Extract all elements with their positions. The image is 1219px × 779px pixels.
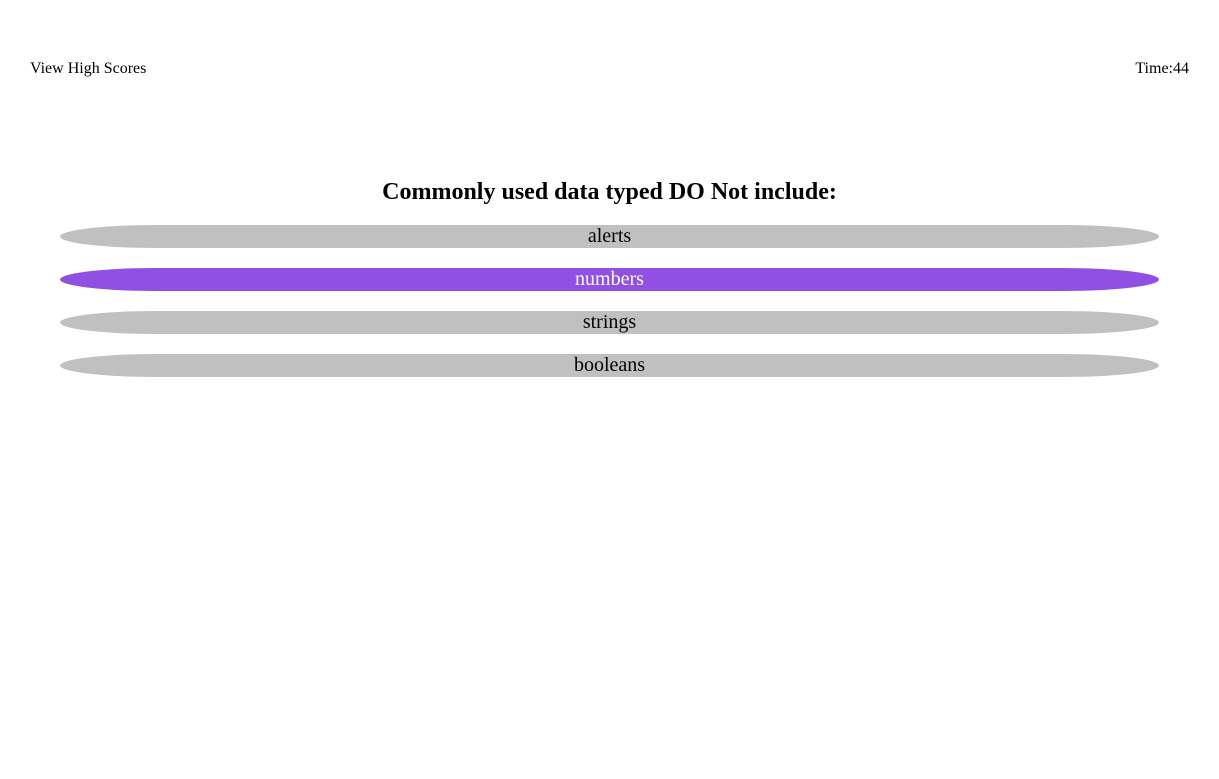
quiz-card: Commonly used data typed DO Not include:… [60,176,1159,377]
timer-value: 44 [1173,60,1189,77]
choice-button-alerts[interactable]: alerts [60,225,1159,248]
answer-choices: alerts numbers strings booleans [60,225,1159,377]
top-bar: View High Scores Time: 44 [30,58,1189,80]
choice-button-booleans[interactable]: booleans [60,354,1159,377]
view-high-scores-link[interactable]: View High Scores [30,60,147,77]
timer-label: Time: [1135,60,1173,77]
timer: Time: 44 [1135,60,1189,78]
choice-button-strings[interactable]: strings [60,311,1159,334]
choice-button-numbers[interactable]: numbers [60,268,1159,291]
question-text: Commonly used data typed DO Not include: [382,179,837,205]
